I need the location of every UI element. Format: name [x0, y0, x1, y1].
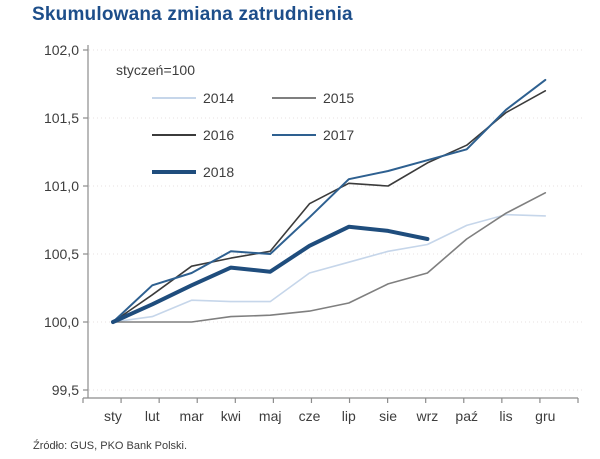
- x-tick-label: cze: [299, 408, 321, 424]
- x-tick-label: mar: [180, 408, 204, 424]
- series-line-2017: [112, 78, 547, 323]
- source-caption: Źródło: GUS, PKO Bank Polski.: [33, 440, 188, 452]
- y-tick-label: 99,5: [52, 382, 79, 398]
- series-line-2015: [112, 192, 547, 323]
- series-line-2016: [112, 90, 547, 323]
- y-tick-label: 101,5: [44, 110, 79, 126]
- series-line-2014: [112, 213, 547, 323]
- x-tick-label: gru: [535, 408, 555, 424]
- x-tick-label: lut: [145, 408, 160, 424]
- x-tick-label: lip: [342, 408, 356, 424]
- y-tick-label: 101,0: [44, 178, 79, 194]
- chart-title: Skumulowana zmiana zatrudnienia: [32, 4, 353, 25]
- y-tick-label: 100,5: [44, 246, 79, 262]
- y-tick-label: 102,0: [44, 42, 79, 58]
- x-tick-label: paź: [455, 408, 478, 424]
- x-tick-label: sty: [104, 408, 122, 424]
- x-tick-label: wrz: [416, 408, 439, 424]
- x-tick-label: lis: [499, 408, 512, 424]
- index-base-note: styczeń=100: [116, 62, 195, 78]
- y-tick-label: 100,0: [44, 314, 79, 330]
- x-tick-label: maj: [259, 408, 282, 424]
- series-line-2018: [111, 224, 430, 324]
- x-tick-label: sie: [379, 408, 397, 424]
- x-tick-label: kwi: [221, 408, 241, 424]
